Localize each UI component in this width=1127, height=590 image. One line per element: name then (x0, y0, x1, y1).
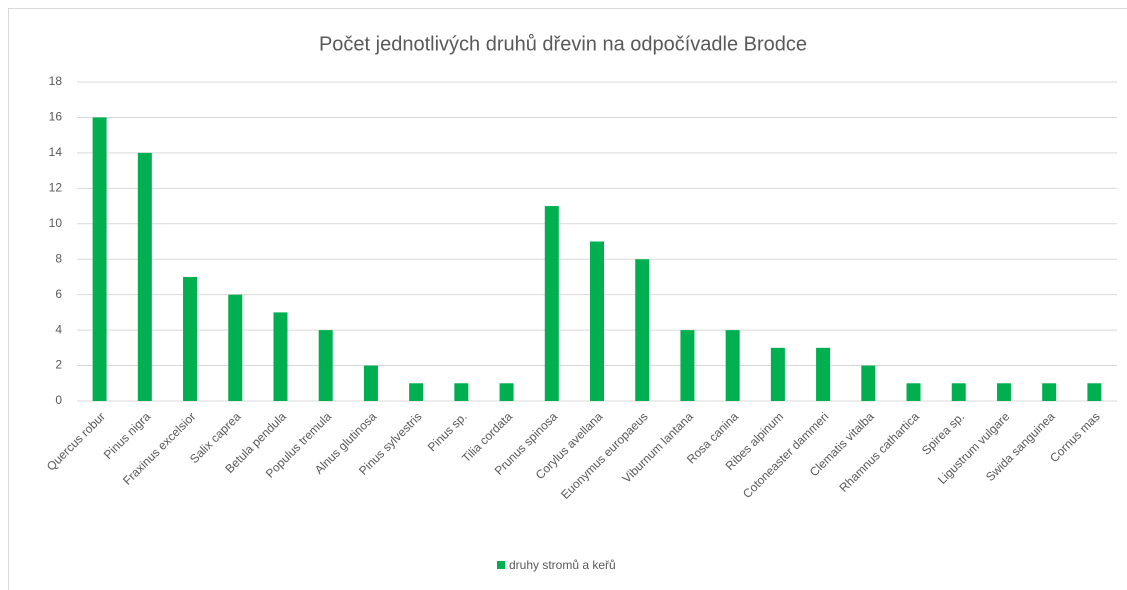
bar (951, 383, 966, 401)
y-tick-label: 4 (55, 322, 62, 336)
bar (906, 383, 921, 401)
bar (635, 259, 650, 401)
chart-title: Počet jednotlivých druhů dřevin na odpoč… (319, 33, 807, 55)
bar (725, 330, 740, 401)
y-tick-label: 0 (55, 393, 62, 407)
bar (816, 347, 831, 401)
bar (680, 330, 695, 401)
bar (92, 117, 107, 401)
bar (363, 365, 378, 401)
legend-label: druhy stromů a keřů (509, 558, 616, 572)
y-tick-label: 12 (49, 181, 63, 195)
y-tick-label: 10 (49, 216, 63, 230)
bar (861, 365, 876, 401)
bar (228, 294, 243, 401)
y-tick-label: 8 (55, 251, 62, 265)
bar (1087, 383, 1102, 401)
y-tick-label: 18 (49, 74, 63, 88)
bar (1042, 383, 1057, 401)
bar (590, 241, 604, 401)
y-tick-label: 2 (55, 358, 62, 372)
bar (770, 347, 785, 401)
legend-swatch (497, 561, 505, 569)
bar (544, 206, 559, 401)
bar (454, 383, 469, 401)
y-tick-label: 16 (49, 110, 63, 124)
bar (273, 312, 288, 401)
bar (183, 276, 198, 401)
bar (318, 330, 333, 401)
bar (996, 383, 1011, 401)
chart-frame (8, 8, 1127, 590)
bar (499, 383, 514, 401)
bar (409, 383, 424, 401)
y-tick-label: 6 (55, 287, 62, 301)
y-tick-label: 14 (49, 145, 63, 159)
bar (137, 152, 152, 401)
